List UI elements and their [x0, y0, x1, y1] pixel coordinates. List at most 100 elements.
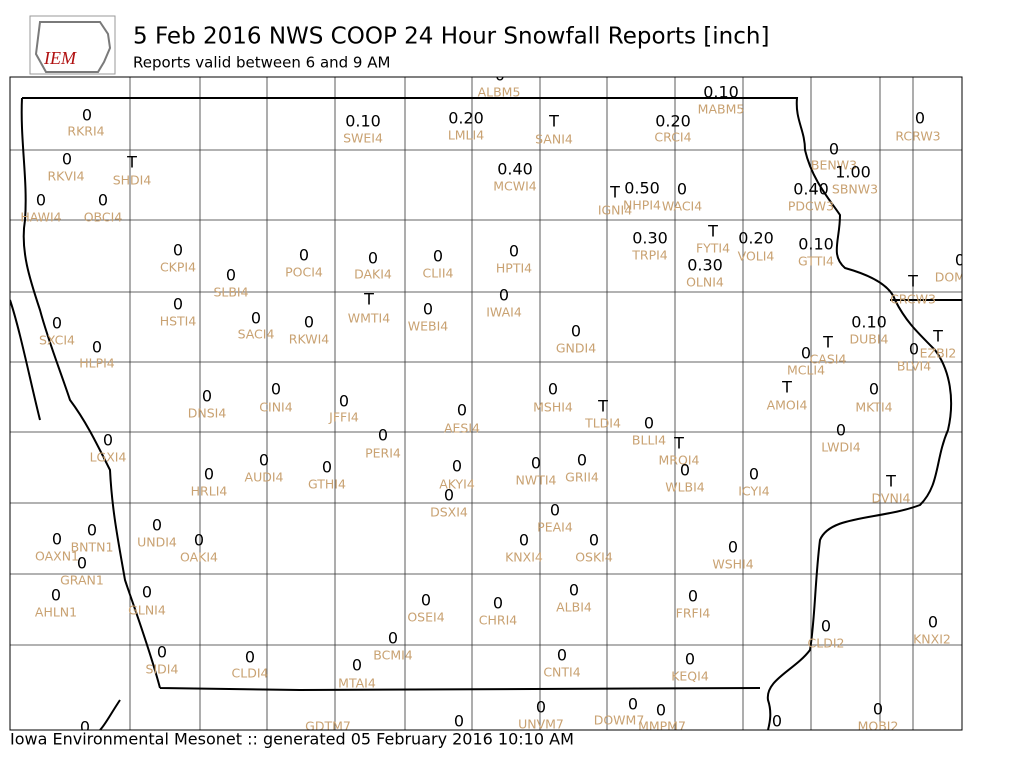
station-value: 0: [103, 431, 113, 450]
station-value: 0: [368, 249, 378, 268]
station-label: GRAN1: [60, 573, 104, 588]
station-label: DOWM7: [594, 713, 645, 728]
station-value: 0.10: [703, 83, 739, 102]
station-value: 0: [656, 701, 666, 720]
station-label: KNXI2: [913, 632, 951, 647]
subtitle: Reports valid between 6 and 9 AM: [133, 54, 390, 72]
station-label: NHPI4: [623, 198, 661, 213]
station-value: T: [363, 290, 374, 309]
station-value: 0: [495, 66, 505, 85]
station-label: CKPI4: [160, 260, 196, 275]
map-frame: [9, 76, 963, 731]
station-label: MKTI4: [855, 400, 892, 415]
station-value: 0: [493, 594, 503, 613]
station-label: SLBI4: [213, 285, 248, 300]
station-value: 0: [557, 646, 567, 665]
station-value: 0: [680, 461, 690, 480]
station-label: NWTI4: [516, 473, 557, 488]
station-label: WACI4: [662, 199, 702, 214]
station-value: 0: [259, 451, 269, 470]
station-label: MTAI4: [338, 676, 376, 691]
station-value: 0: [915, 109, 925, 128]
station-label: KEQI4: [671, 669, 709, 684]
station-label: RKWI4: [289, 332, 329, 347]
station-value: 0: [909, 340, 919, 359]
station-label: BLLI4: [632, 433, 666, 448]
station-label: DUBI4: [850, 332, 889, 347]
station-value: 0: [836, 421, 846, 440]
station-value: T: [907, 272, 918, 291]
station-value: 0: [457, 401, 467, 420]
station-label: FYTI4: [696, 241, 730, 256]
station-value: 0: [685, 650, 695, 669]
station-value: 0: [454, 712, 464, 731]
station-value: T: [597, 397, 608, 416]
station-value: 0: [36, 191, 46, 210]
station-label: GNDI4: [556, 341, 596, 356]
station-value: 0.20: [655, 112, 691, 131]
station-value: 0: [628, 695, 638, 714]
station-label: MSHI4: [533, 400, 573, 415]
station-value: T: [673, 434, 684, 453]
station-label: RKRI4: [67, 124, 104, 139]
station-value: 0.30: [632, 229, 668, 248]
station-label: GRII4: [565, 470, 599, 485]
station-label: CLII4: [422, 266, 453, 281]
footer: Iowa Environmental Mesonet :: generated …: [10, 730, 574, 749]
logo-state: [34, 21, 112, 73]
station-value: 0: [677, 180, 687, 199]
station-value: T: [885, 472, 896, 491]
station-label: SXCI4: [39, 333, 75, 348]
title: 5 Feb 2016 NWS COOP 24 Hour Snowfall Rep…: [133, 24, 769, 50]
station-label: ICYI4: [738, 484, 770, 499]
station-label: UNDI4: [137, 535, 177, 550]
station-label: LWDI4: [821, 440, 860, 455]
station-value: 0.10: [851, 313, 887, 332]
station-label: DSXI4: [430, 505, 468, 520]
station-label: MMPM7: [638, 719, 686, 734]
station-value: 0: [87, 521, 97, 540]
station-value: 0: [51, 586, 61, 605]
station-label: BENW3: [811, 158, 857, 173]
station-label: UNVM7: [518, 717, 564, 732]
station-value: 0: [548, 380, 558, 399]
station-label: CASI4: [810, 352, 847, 367]
station-label: WSHI4: [712, 557, 753, 572]
station-label: SWEI4: [343, 131, 383, 146]
station-value: 0.30: [687, 256, 723, 275]
station-value: 0.40: [793, 180, 829, 199]
station-label: IGNI4: [598, 203, 632, 218]
station-value: 0: [352, 656, 362, 675]
station-value: 0: [92, 338, 102, 357]
station-label: DNSI4: [188, 406, 227, 421]
station-label: SANI4: [535, 132, 573, 147]
state-boundary: [20, 97, 953, 730]
station-value: 0: [62, 150, 72, 169]
station-value: 1.00: [835, 163, 871, 182]
station-label: MRQI4: [659, 453, 700, 468]
station-label: TLDI4: [584, 416, 621, 431]
station-value: 0: [173, 295, 183, 314]
station-label: WMTI4: [348, 311, 390, 326]
station-value: 0: [226, 266, 236, 285]
station-value: 0: [519, 531, 529, 550]
station-value: 0: [299, 246, 309, 265]
station-label: GDTM7: [305, 719, 351, 734]
station-label: GLNI4: [128, 603, 166, 618]
station-label: MABM5: [698, 102, 745, 117]
station-value: 0: [577, 451, 587, 470]
station-label: CHRI4: [479, 613, 517, 628]
station-label: OAXN1: [35, 549, 79, 564]
station-label: OBCI4: [84, 210, 123, 225]
station-value: 0: [873, 700, 883, 719]
station-label: OAKI4: [180, 550, 218, 565]
station-value: 0: [869, 380, 879, 399]
station-value: 0: [152, 516, 162, 535]
station-label: HSTI4: [160, 314, 197, 329]
station-value: 0: [339, 392, 349, 411]
station-value: 0: [444, 486, 454, 505]
station-value: 0: [589, 531, 599, 550]
station-value: 0: [322, 458, 332, 477]
river-lines: [10, 299, 962, 730]
